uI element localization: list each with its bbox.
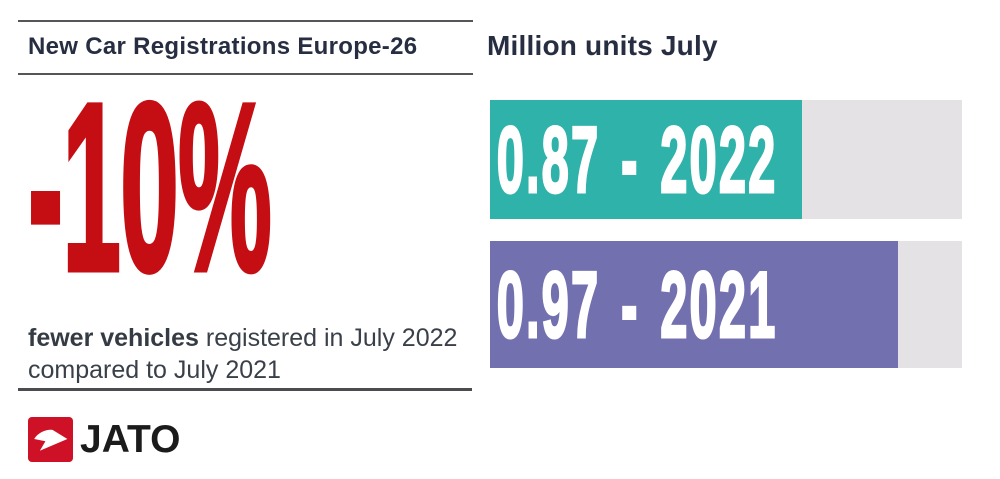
title-underline-divider: [18, 73, 473, 75]
percent-change-stat: -10%: [27, 53, 580, 321]
percent-change-value: -10%: [27, 53, 273, 321]
stat-description-rest: registered in July 2022 compared to July…: [28, 324, 458, 384]
page-title: New Car Registrations Europe-26: [28, 33, 418, 60]
top-divider: [18, 20, 473, 22]
stat-description-emphasis: fewer vehicles: [28, 324, 199, 352]
bar-label-2022: 0.87 - 2022: [496, 106, 778, 212]
bar-fill-2021: 0.97 - 2021: [490, 241, 898, 368]
jato-logo-text: JATO: [80, 418, 181, 461]
bar-track-2022: 0.87 - 2022: [490, 100, 962, 219]
bar-fill-2022: 0.87 - 2022: [490, 100, 802, 219]
bar-label-2021: 0.97 - 2021: [496, 251, 778, 357]
stat-description: fewer vehicles registered in July 2022 c…: [28, 322, 483, 386]
chart-title: Million units July: [487, 30, 718, 61]
jato-arrow-icon: [28, 417, 73, 462]
bar-track-2021: 0.97 - 2021: [490, 241, 962, 368]
footer-divider: [18, 388, 472, 391]
